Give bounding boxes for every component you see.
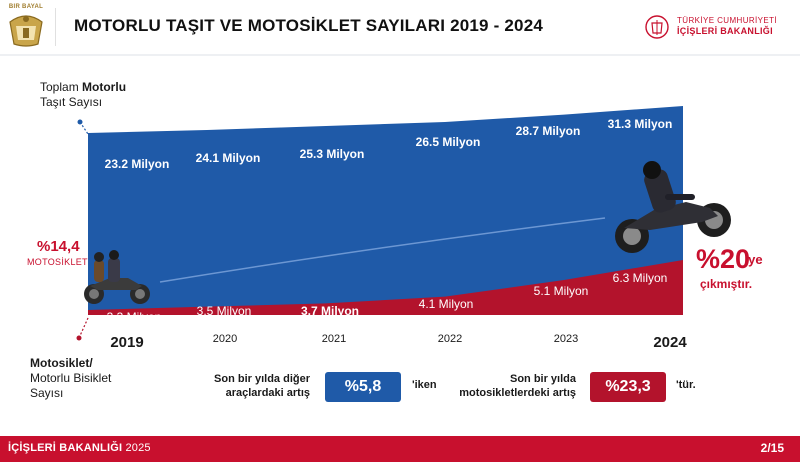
moto-value-label: 3.5 Milyon: [197, 304, 252, 318]
logo-caption: BIR BAYAL: [8, 4, 44, 10]
motorcycle-increase-badge: %23,3: [590, 372, 666, 402]
year-tick-label: 2020: [213, 333, 237, 345]
page-number: 2/15: [760, 441, 784, 455]
stat1-line2: araçlardaki artış: [225, 387, 310, 399]
year-tick-label: 2021: [322, 333, 346, 345]
total-label-line1a: Toplam: [40, 80, 83, 94]
moto-value-label: 4.1 Milyon: [419, 297, 474, 311]
total-label-line1b: Motorlu: [82, 80, 127, 94]
motorcycle-area: [88, 260, 683, 315]
moto-share-2019: %14,4: [37, 238, 80, 255]
chart-area: 23.2 Milyon 24.1 Milyon 25.3 Milyon 26.5 Mi…: [0, 56, 800, 436]
total-value-label: 24.1 Milyon: [196, 151, 261, 165]
year-tick-label: 2022: [438, 333, 462, 345]
moto-marker-line: [78, 317, 89, 339]
trend-line: [159, 217, 606, 283]
stat2-line2: motosikletlerdeki artış: [459, 387, 576, 399]
other-vehicles-increase-badge: %5,8: [325, 372, 401, 402]
motorcycle-riders-icon: [84, 250, 150, 304]
total-value-label: 25.3 Milyon: [300, 147, 365, 161]
moto-label-line1: Motosiklet/: [30, 356, 93, 370]
total-label-line2: Taşıt Sayısı: [40, 95, 103, 109]
total-value-label: 28.7 Milyon: [516, 124, 581, 138]
moto-value-label: 6.3 Milyon: [613, 271, 668, 285]
motorcycle-rider-icon: [615, 161, 731, 253]
stat1-line1: Son bir yılda diğer: [214, 373, 310, 385]
stat1-suffix: 'iken: [412, 379, 437, 391]
stat2-line1: Son bir yılda: [509, 373, 576, 385]
year-tick-label: 2019: [110, 334, 143, 351]
stat2-suffix: 'tür.: [676, 379, 696, 391]
moto-share-2024: %20: [696, 244, 751, 274]
header: BIR BAYAL MOTORLU TAŞIT VE MOTOSİKLET SA…: [0, 0, 800, 56]
motorcycle-label: Motosiklet/ Motorlu Bisiklet Sayısı: [30, 356, 111, 401]
header-separator: [55, 8, 56, 46]
year-tick-label: 2023: [554, 333, 578, 345]
area-chart: 23.2 Milyon 24.1 Milyon 25.3 Milyon 26.5 Mi…: [76, 106, 731, 351]
ministry-line2: İÇİŞLERİ BAKANLIĞI: [677, 26, 773, 36]
ministry-line1: TÜRKİYE CUMHURİYETİ: [677, 16, 778, 25]
other-vehicles-increase-label: Son bir yılda diğer araçlardaki artış: [180, 372, 310, 400]
header-divider: [0, 54, 800, 56]
total-value-label: 31.3 Milyon: [608, 117, 673, 131]
moto-value-label: 3.3 Milyon: [107, 310, 162, 324]
total-vehicles-area: [88, 106, 683, 315]
total-marker-line: [79, 121, 89, 135]
ministry-emblem-icon: [645, 15, 669, 39]
footer: İÇİŞLERİ BAKANLIĞI 2025 2/15: [0, 436, 800, 462]
moto-value-label: 5.1 Milyon: [534, 284, 589, 298]
moto-share-2024-caption: çıkmıştır.: [700, 277, 753, 291]
total-value-label: 26.5 Milyon: [416, 135, 481, 149]
total-value-label: 23.2 Milyon: [105, 157, 170, 171]
moto-label-line2: Motorlu Bisiklet: [30, 371, 112, 385]
footer-ministry-name: İÇİŞLERİ BAKANLIĞI: [8, 442, 123, 454]
moto-share-2019-caption: MOTOSİKLET: [27, 257, 88, 267]
total-vehicles-label: Toplam Motorlu Taşıt Sayısı: [40, 80, 126, 110]
moto-share-2024-suffix: 'ye: [745, 252, 763, 267]
moto-label-line3: Sayısı: [30, 386, 64, 400]
footer-ministry: İÇİŞLERİ BAKANLIĞI 2025: [8, 442, 151, 454]
footer-year: 2025: [125, 442, 151, 454]
year-tick-label: 2024: [653, 334, 687, 351]
page-title: MOTORLU TAŞIT VE MOTOSİKLET SAYILARI 201…: [74, 16, 544, 35]
motorcycle-increase-label: Son bir yılda motosikletlerdeki artış: [446, 372, 576, 400]
emblem-logo-icon: [9, 15, 43, 47]
ministry-brand: TÜRKİYE CUMHURİYETİ İÇİŞLERİ BAKANLIĞI: [645, 14, 795, 44]
moto-value-label: 3.7 Milyon: [301, 304, 359, 318]
